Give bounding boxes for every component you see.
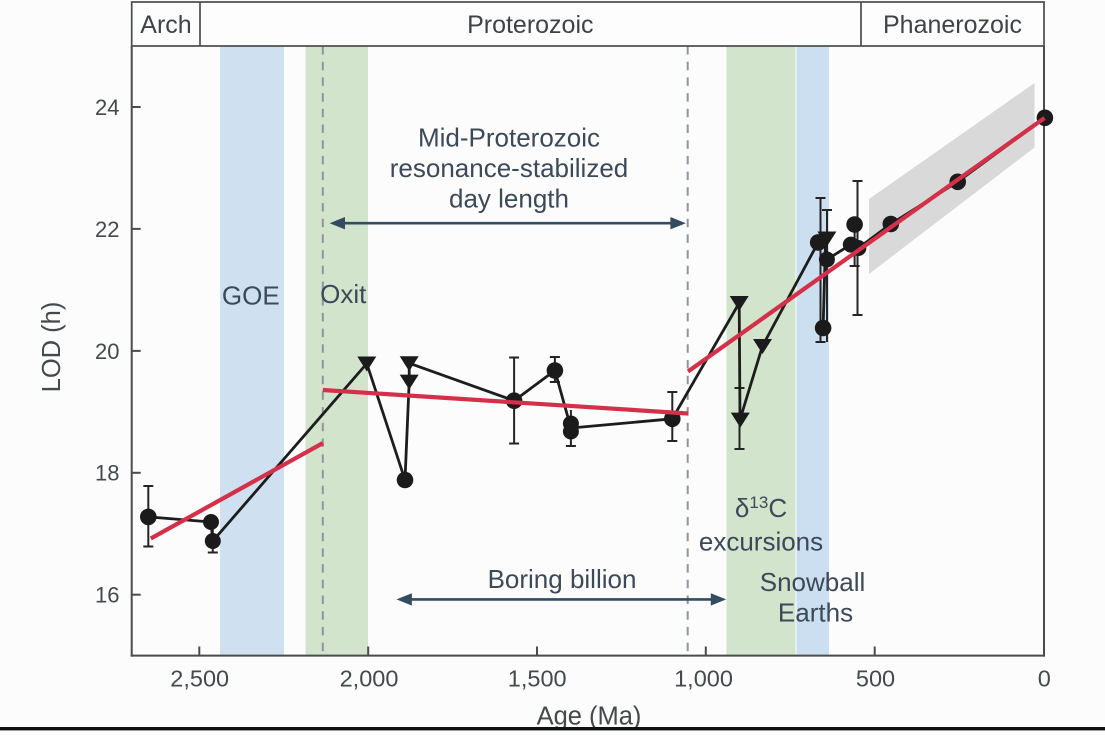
svg-text:Boring billion: Boring billion: [488, 564, 637, 594]
svg-text:1,500: 1,500: [508, 666, 567, 692]
svg-text:excursions: excursions: [699, 527, 823, 557]
svg-text:0: 0: [1038, 666, 1051, 692]
svg-text:24: 24: [95, 95, 119, 120]
svg-text:1,000: 1,000: [674, 666, 733, 692]
svg-text:18: 18: [95, 461, 119, 486]
svg-text:Mid-Proterozoic: Mid-Proterozoic: [418, 123, 600, 153]
svg-text:day length: day length: [449, 184, 569, 214]
svg-text:LOD (h): LOD (h): [38, 302, 66, 393]
svg-text:Snowball: Snowball: [760, 567, 866, 597]
svg-text:Proterozoic: Proterozoic: [467, 11, 593, 39]
svg-text:Arch: Arch: [140, 11, 191, 39]
svg-text:resonance-stabilized: resonance-stabilized: [390, 153, 628, 183]
svg-text:20: 20: [95, 339, 119, 364]
svg-text:2,500: 2,500: [170, 666, 229, 692]
svg-text:GOE: GOE: [222, 281, 280, 311]
svg-text:2,000: 2,000: [340, 666, 399, 692]
svg-text:16: 16: [95, 583, 119, 608]
svg-text:Age (Ma): Age (Ma): [537, 703, 642, 731]
svg-text:Earths: Earths: [778, 598, 853, 628]
svg-text:Oxit: Oxit: [320, 279, 367, 309]
svg-text:500: 500: [856, 666, 895, 692]
svg-text:22: 22: [95, 217, 119, 242]
svg-text:Phanerozoic: Phanerozoic: [883, 11, 1022, 39]
